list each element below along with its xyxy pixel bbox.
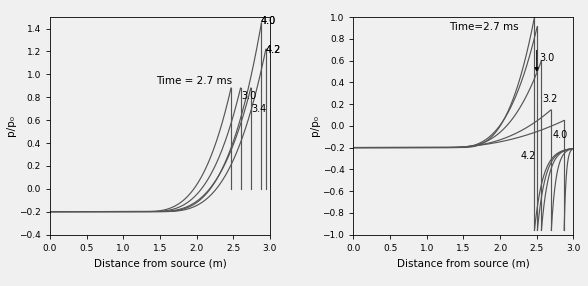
Text: 4.2: 4.2 (265, 45, 280, 55)
Text: Time=2.7 ms: Time=2.7 ms (449, 22, 519, 32)
Text: 4.2: 4.2 (265, 45, 280, 55)
Text: 4.2: 4.2 (520, 151, 536, 161)
X-axis label: Distance from source (m): Distance from source (m) (93, 258, 226, 268)
Text: 3.0: 3.0 (241, 91, 256, 101)
Y-axis label: p/p₀: p/p₀ (310, 115, 320, 136)
Text: 4.0: 4.0 (260, 16, 276, 26)
Text: 3.0: 3.0 (539, 53, 554, 63)
Y-axis label: p/p₀: p/p₀ (6, 115, 16, 136)
Text: 4.0: 4.0 (553, 130, 568, 140)
X-axis label: Distance from source (m): Distance from source (m) (397, 258, 530, 268)
Text: Time = 2.7 ms: Time = 2.7 ms (156, 76, 232, 86)
Text: 3.4: 3.4 (252, 104, 267, 114)
Text: 3.2: 3.2 (543, 94, 558, 104)
Text: 4.0: 4.0 (260, 16, 276, 26)
